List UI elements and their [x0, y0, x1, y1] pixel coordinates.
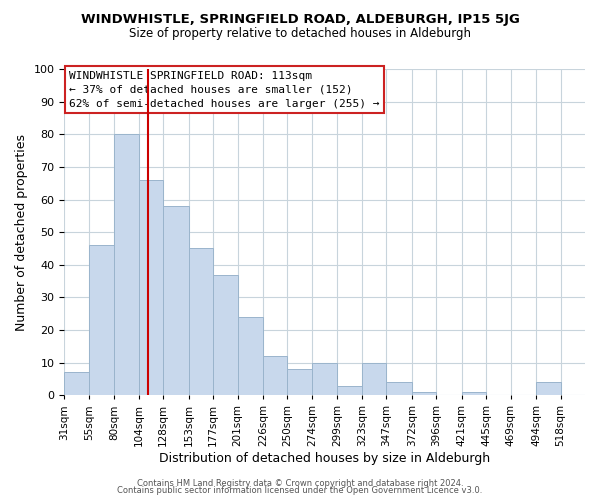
Bar: [412, 392, 436, 396]
Text: WINDWHISTLE SPRINGFIELD ROAD: 113sqm
← 37% of detached houses are smaller (152)
: WINDWHISTLE SPRINGFIELD ROAD: 113sqm ← 3…: [70, 70, 380, 108]
Bar: [238, 317, 263, 396]
Bar: [188, 248, 213, 396]
Y-axis label: Number of detached properties: Number of detached properties: [15, 134, 28, 330]
Bar: [337, 386, 362, 396]
Bar: [362, 362, 386, 396]
Text: WINDWHISTLE, SPRINGFIELD ROAD, ALDEBURGH, IP15 5JG: WINDWHISTLE, SPRINGFIELD ROAD, ALDEBURGH…: [80, 12, 520, 26]
Text: Contains HM Land Registry data © Crown copyright and database right 2024.: Contains HM Land Registry data © Crown c…: [137, 478, 463, 488]
Bar: [461, 392, 486, 396]
Bar: [312, 362, 337, 396]
Bar: [386, 382, 412, 396]
Text: Contains public sector information licensed under the Open Government Licence v3: Contains public sector information licen…: [118, 486, 482, 495]
Bar: [114, 134, 139, 396]
X-axis label: Distribution of detached houses by size in Aldeburgh: Distribution of detached houses by size …: [159, 452, 490, 465]
Bar: [287, 369, 312, 396]
Bar: [139, 180, 163, 396]
Bar: [89, 245, 114, 396]
Text: Size of property relative to detached houses in Aldeburgh: Size of property relative to detached ho…: [129, 28, 471, 40]
Bar: [263, 356, 287, 396]
Bar: [163, 206, 188, 396]
Bar: [536, 382, 560, 396]
Bar: [213, 274, 238, 396]
Bar: [64, 372, 89, 396]
